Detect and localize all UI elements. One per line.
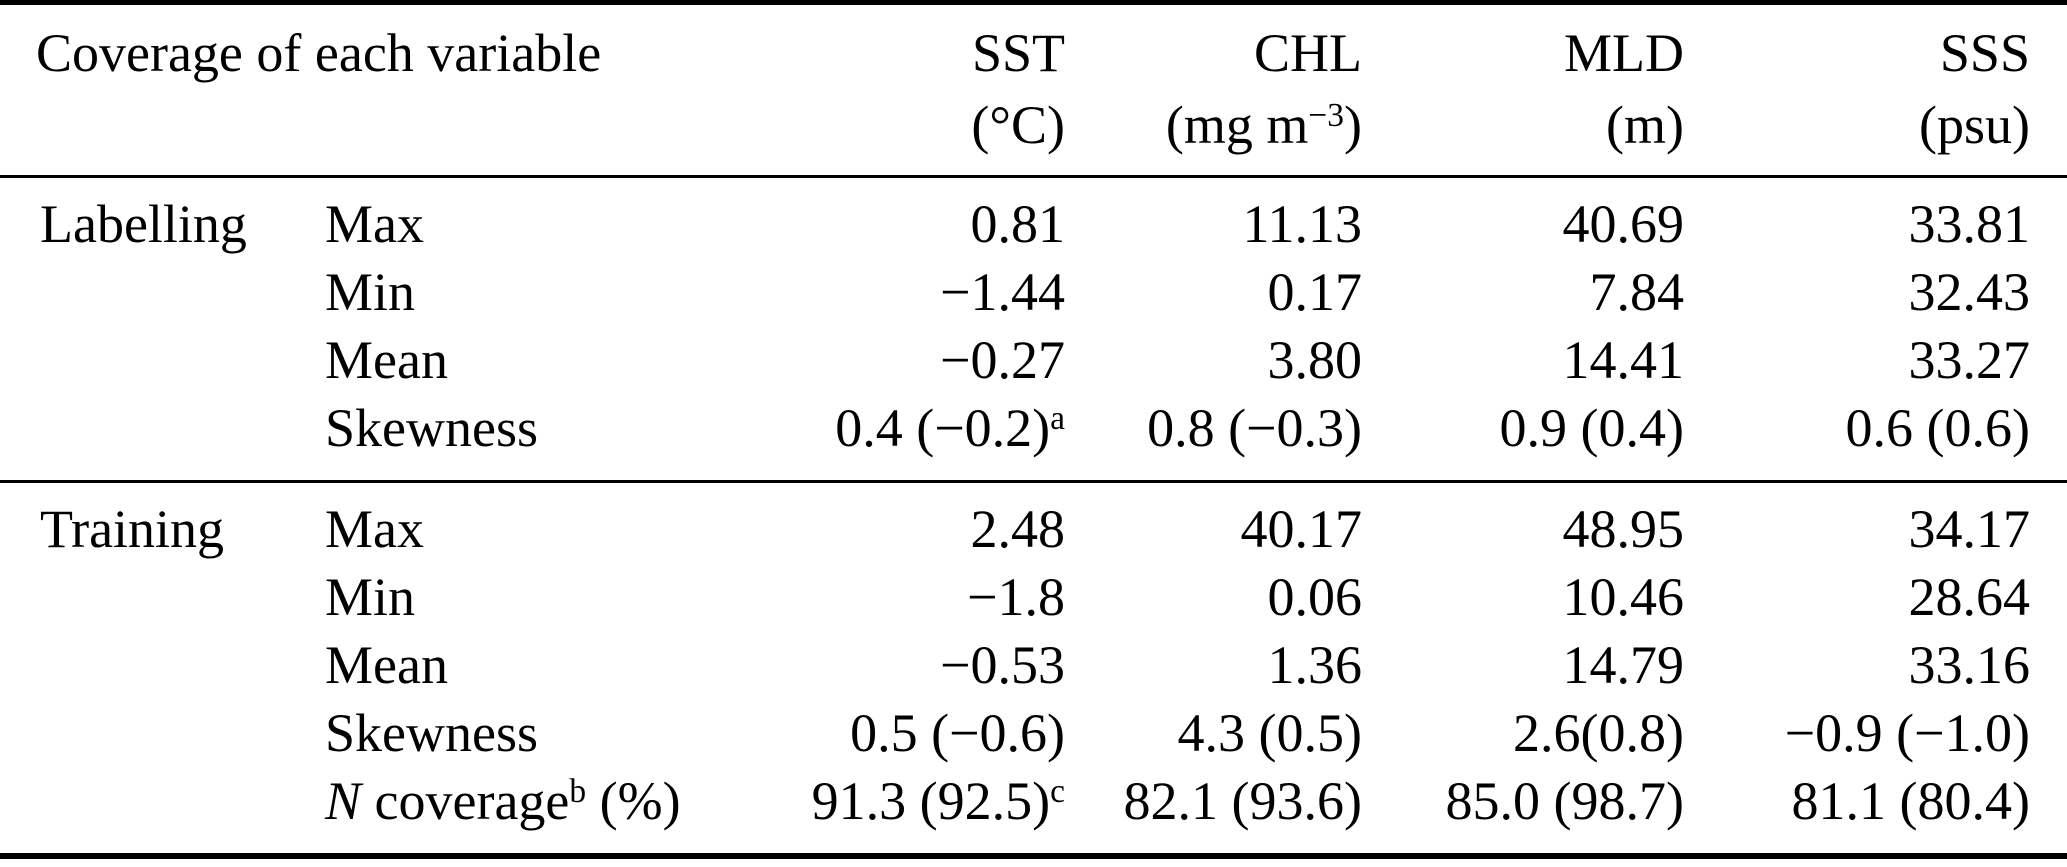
cell-training-ncoverage-chl: 82.1 (93.6)	[1123, 771, 1362, 831]
math-variable-n: N	[325, 771, 362, 831]
cell-training-mean-mld: 14.79	[1562, 635, 1685, 695]
footnote-marker-a: a	[1050, 400, 1065, 438]
cell-training-min-sss: 28.64	[1908, 567, 2031, 627]
row-label-max: Max	[325, 194, 424, 254]
cell-labelling-mean-sst: −0.27	[940, 330, 1065, 390]
table-header: Coverage of each variable SST (°C) CHL (…	[0, 3, 2067, 177]
cell-training-min-mld: 10.46	[1562, 567, 1685, 627]
cell-labelling-min-sss: 32.43	[1908, 262, 2031, 322]
cell-training-max-mld: 48.95	[1562, 499, 1685, 559]
table-row: Mean −0.27 3.80 14.41 33.27	[0, 326, 2067, 394]
cell-training-ncoverage-sss: 81.1 (80.4)	[1791, 771, 2030, 831]
cell-labelling-mean-sss: 33.27	[1908, 330, 2031, 390]
cell-training-skewness-chl: 4.3 (0.5)	[1177, 703, 1362, 763]
cell-training-ncoverage-sst: 91.3 (92.5)c	[811, 771, 1065, 831]
cell-training-mean-chl: 1.36	[1267, 635, 1363, 695]
column-name-chl: CHL	[1254, 23, 1362, 83]
row-label-mean: Mean	[325, 330, 448, 390]
cell-labelling-min-sst: −1.44	[940, 262, 1065, 322]
cell-labelling-max-mld: 40.69	[1562, 194, 1685, 254]
cell-training-max-chl: 40.17	[1240, 499, 1363, 559]
cell-labelling-max-sss: 33.81	[1908, 194, 2031, 254]
column-header-chl: CHL (mg m−3)	[1065, 3, 1362, 177]
table-row: Skewness 0.5 (−0.6) 4.3 (0.5) 2.6(0.8) −…	[0, 699, 2067, 767]
table-row: Labelling Max 0.81 11.13 40.69 33.81	[0, 177, 2067, 259]
row-label-n-coverage: N coverageb (%)	[325, 771, 681, 831]
column-header-mld: MLD (m)	[1362, 3, 1684, 177]
column-unit-sss: (psu)	[1919, 95, 2030, 155]
row-label-min: Min	[325, 567, 416, 627]
group-label-labelling: Labelling	[40, 194, 247, 254]
table-title: Coverage of each variable	[36, 23, 602, 83]
exponent: −3	[1308, 97, 1345, 135]
row-label-skewness: Skewness	[325, 703, 538, 763]
cell-labelling-max-sst: 0.81	[970, 194, 1066, 254]
column-name-mld: MLD	[1564, 23, 1684, 83]
column-unit-mld: (m)	[1606, 95, 1684, 155]
cell-labelling-mean-chl: 3.80	[1267, 330, 1363, 390]
cell-labelling-skewness-chl: 0.8 (−0.3)	[1147, 398, 1362, 458]
cell-labelling-skewness-mld: 0.9 (0.4)	[1499, 398, 1684, 458]
cell-labelling-skewness-sst: 0.4 (−0.2)a	[835, 398, 1065, 458]
table-row: N coverageb (%) 91.3 (92.5)c 82.1 (93.6)…	[0, 767, 2067, 856]
cell-training-skewness-sst: 0.5 (−0.6)	[850, 703, 1065, 763]
section-training: Training Max 2.48 40.17 48.95 34.17 Min …	[0, 482, 2067, 857]
column-name-sst: SST	[971, 23, 1065, 83]
group-label-training: Training	[40, 499, 225, 559]
row-label-max: Max	[325, 499, 424, 559]
header-row: Coverage of each variable SST (°C) CHL (…	[0, 3, 2067, 177]
cell-labelling-skewness-sss: 0.6 (0.6)	[1845, 398, 2030, 458]
cell-training-max-sss: 34.17	[1908, 499, 2031, 559]
cell-training-skewness-mld: 2.6(0.8)	[1513, 703, 1684, 763]
cell-labelling-mean-mld: 14.41	[1562, 330, 1685, 390]
column-unit-sst: (°C)	[971, 95, 1065, 155]
cell-training-max-sst: 2.48	[970, 499, 1066, 559]
section-labelling: Labelling Max 0.81 11.13 40.69 33.81 Min…	[0, 177, 2067, 482]
cell-training-min-chl: 0.06	[1267, 567, 1363, 627]
cell-training-mean-sss: 33.16	[1908, 635, 2031, 695]
table-row: Mean −0.53 1.36 14.79 33.16	[0, 631, 2067, 699]
row-label-mean: Mean	[325, 635, 448, 695]
row-label-skewness: Skewness	[325, 398, 538, 458]
table-row: Min −1.44 0.17 7.84 32.43	[0, 258, 2067, 326]
column-unit-chl: (mg m−3)	[1165, 95, 1362, 155]
column-header-sss: SSS (psu)	[1684, 3, 2067, 177]
footnote-marker-c: c	[1050, 773, 1065, 811]
cell-training-mean-sst: −0.53	[940, 635, 1065, 695]
table-row: Min −1.8 0.06 10.46 28.64	[0, 563, 2067, 631]
column-header-sst: SST (°C)	[649, 3, 1065, 177]
cell-training-skewness-sss: −0.9 (−1.0)	[1784, 703, 2030, 763]
cell-labelling-min-mld: 7.84	[1589, 262, 1685, 322]
column-name-sss: SSS	[1939, 23, 2030, 83]
row-label-min: Min	[325, 262, 416, 322]
cell-training-min-sst: −1.8	[967, 567, 1065, 627]
cell-labelling-min-chl: 0.17	[1267, 262, 1363, 322]
footnote-marker-b: b	[569, 773, 587, 811]
table-row: Training Max 2.48 40.17 48.95 34.17	[0, 482, 2067, 564]
table-row: Skewness 0.4 (−0.2)a 0.8 (−0.3) 0.9 (0.4…	[0, 394, 2067, 482]
cell-labelling-max-chl: 11.13	[1242, 194, 1363, 254]
cell-training-ncoverage-mld: 85.0 (98.7)	[1445, 771, 1684, 831]
